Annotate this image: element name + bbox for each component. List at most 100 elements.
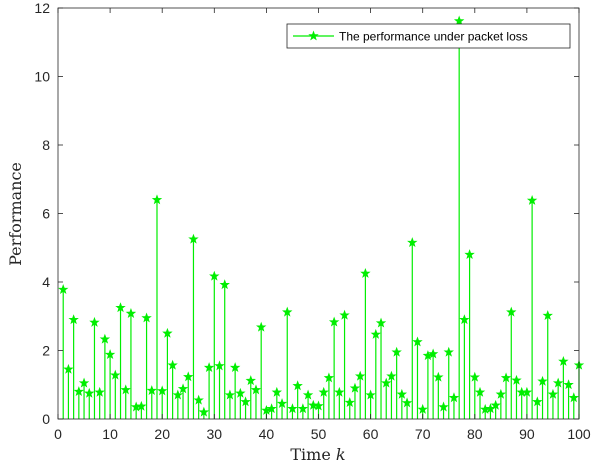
stem-marker: [214, 360, 225, 371]
stem-marker: [334, 386, 345, 397]
stem-marker: [151, 194, 163, 205]
x-tick-label: 80: [467, 426, 483, 442]
stem-marker: [568, 392, 579, 403]
stem-marker: [464, 249, 475, 260]
y-tick-label: 8: [42, 137, 50, 153]
plot-area: [58, 8, 579, 419]
y-tick-label: 6: [42, 206, 50, 222]
stem-marker: [443, 346, 454, 357]
stem-marker: [58, 284, 69, 294]
stem-marker: [188, 233, 199, 244]
stem-marker: [203, 362, 215, 373]
stem-marker: [292, 380, 303, 391]
stem-marker: [532, 396, 543, 407]
stem-marker: [396, 388, 408, 399]
stem-marker: [417, 403, 428, 414]
stem-marker: [313, 400, 324, 411]
stem-marker: [302, 389, 314, 400]
stem-marker: [438, 401, 449, 412]
stem-marker: [229, 362, 241, 373]
stem-marker: [104, 349, 116, 360]
stem-marker: [99, 333, 111, 344]
stem-marker: [495, 388, 507, 399]
stem-marker: [177, 383, 189, 394]
stem-marker: [219, 279, 230, 290]
stem-marker: [84, 387, 95, 398]
stem-marker: [167, 359, 178, 370]
stem-marker: [506, 306, 517, 317]
stem-marker: [391, 346, 402, 357]
stem-marker: [183, 371, 194, 382]
x-axis-label: Time k: [290, 445, 345, 464]
stem-marker: [349, 382, 361, 393]
stem-marker: [537, 375, 548, 386]
stem-marker: [245, 375, 256, 386]
stem-marker: [490, 399, 501, 410]
stem-marker: [224, 389, 236, 400]
stem-marker: [287, 403, 298, 414]
stem-marker: [276, 398, 288, 409]
stem-marker: [433, 371, 444, 382]
stem-marker: [386, 370, 397, 381]
legend: The performance under packet loss: [286, 23, 571, 49]
stem-marker: [401, 397, 413, 408]
stem-marker: [146, 385, 157, 395]
y-tick-label: 4: [42, 274, 50, 290]
stem-marker: [542, 310, 553, 321]
x-tick-label: 60: [363, 426, 379, 442]
stem-marker: [110, 369, 121, 380]
stem-marker: [453, 15, 465, 26]
x-tick-label: 30: [207, 426, 223, 442]
stem-marker: [323, 372, 335, 383]
stem-marker: [381, 377, 392, 388]
stem-marker: [563, 379, 574, 390]
stem-marker: [240, 396, 251, 407]
stem-marker: [344, 397, 355, 407]
stem-marker: [120, 384, 131, 395]
stem-marker: [354, 370, 366, 381]
x-tick-label: 70: [415, 426, 431, 442]
stem-marker: [162, 327, 173, 338]
stem-marker: [547, 388, 559, 399]
stem-marker: [250, 384, 262, 395]
stem-marker: [308, 399, 319, 410]
stem-marker: [141, 312, 152, 323]
y-tick-label: 10: [34, 69, 50, 85]
stem-marker: [172, 389, 184, 400]
y-axis-label: Performance: [6, 162, 25, 266]
stem-marker: [427, 348, 439, 359]
stem-marker: [125, 308, 137, 318]
stem-marker: [407, 237, 418, 248]
stem-marker: [500, 372, 512, 383]
stem-marker: [193, 394, 204, 405]
stem-marker: [209, 270, 220, 281]
y-tick-label: 0: [42, 411, 50, 427]
x-tick-label: 0: [54, 426, 62, 442]
x-tick-label: 40: [259, 426, 275, 442]
stem-marker: [521, 386, 533, 397]
stem-marker: [255, 321, 267, 332]
stem-marker: [448, 392, 460, 403]
stem-marker: [552, 377, 564, 388]
axis-ticks: 0 10 20 30 40 50 60 70 80 90 100 0 2 4 6 8 10 12: [34, 0, 590, 442]
y-tick-label: 12: [34, 0, 50, 16]
stem-marker: [375, 317, 387, 328]
x-tick-label: 10: [102, 426, 118, 442]
stem-marker: [78, 377, 90, 388]
x-tick-label: 20: [154, 426, 170, 442]
stem-marker: [474, 386, 486, 397]
stem-marker: [459, 314, 470, 325]
x-tick-label: 50: [311, 426, 327, 442]
legend-star-marker: [308, 30, 319, 41]
stem-marker: [156, 385, 168, 396]
x-tick-label: 90: [519, 426, 535, 442]
y-tick-label: 2: [42, 343, 50, 359]
stem-marker: [360, 267, 371, 278]
stem-marker: [328, 316, 340, 327]
stem-marker: [511, 374, 522, 385]
stem-marker: [318, 386, 329, 397]
stem-marker: [68, 314, 79, 325]
stem-marker: [94, 386, 105, 397]
stem-marker: [235, 387, 246, 398]
x-tick-label: 100: [567, 426, 591, 442]
